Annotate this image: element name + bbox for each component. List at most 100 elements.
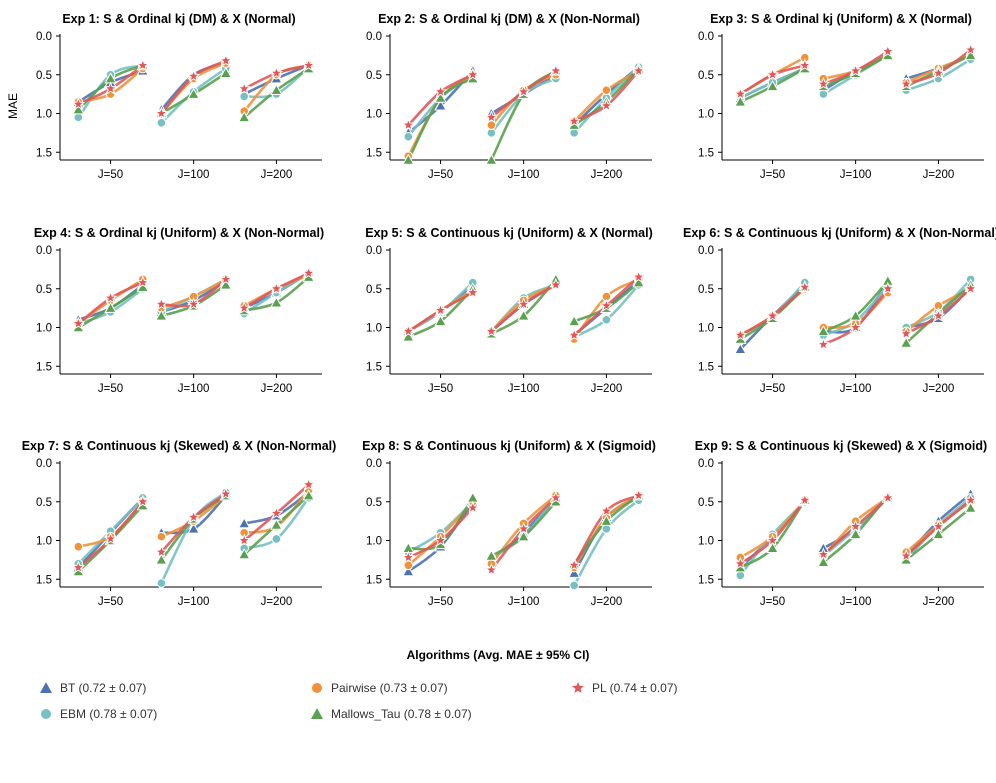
- panels: Exp 1: S & Ordinal kj (DM) & X (Normal) 0…: [22, 12, 996, 608]
- data-point-pl: [466, 500, 480, 514]
- data-point-mallows_tau: [899, 336, 913, 348]
- data-point-mallows_tau: [517, 309, 530, 321]
- data-point-pl: [567, 558, 581, 572]
- data-point-mallows_tau: [517, 530, 530, 542]
- data-point-mallows_tau: [270, 83, 283, 96]
- data-point-mallows_tau: [237, 548, 251, 560]
- data-point-mallows_tau: [302, 489, 315, 501]
- data-point-pl: [733, 87, 748, 100]
- panel-title: Exp 4: S & Ordinal kj (Uniform) & X (Non…: [34, 226, 324, 240]
- y-tick-label: 0.0: [366, 458, 382, 470]
- data-point-mallows_tau: [219, 66, 233, 78]
- data-point-ebm: [156, 118, 167, 128]
- y-tick-label: 1.5: [698, 147, 714, 159]
- y-tick-label: 1.0: [366, 109, 382, 121]
- x-tick-label: J=200: [261, 596, 293, 608]
- y-tick-label: 0.5: [36, 284, 52, 296]
- data-point-pl: [848, 519, 863, 533]
- data-point-pl: [269, 281, 284, 295]
- data-point-mallows_tau: [104, 301, 117, 313]
- data-point-pl: [549, 490, 563, 504]
- data-point-pl: [848, 63, 863, 77]
- data-point-bt: [402, 565, 415, 577]
- panel-title: Exp 8: S & Continuous kj (Uniform) & X (…: [362, 439, 656, 453]
- data-point-pl: [848, 320, 863, 334]
- x-tick-label: J=50: [760, 596, 785, 608]
- x-tick-label: J=100: [508, 383, 540, 395]
- data-point-pl: [931, 308, 946, 322]
- data-point-pl: [186, 69, 201, 83]
- x-tick-label: J=100: [178, 596, 210, 608]
- data-point-pl: [103, 290, 118, 304]
- data-point-pl: [881, 44, 895, 58]
- data-point-pl: [433, 303, 448, 317]
- data-point-ebm: [239, 91, 249, 102]
- y-tick-label: 1.5: [366, 361, 382, 373]
- data-point-pl: [798, 58, 812, 72]
- panel-2: Exp 2: S & Ordinal kj (DM) & X (Non-Norm…: [366, 12, 652, 181]
- data-point-mallows_tau: [766, 79, 779, 92]
- data-point-ebm: [271, 534, 282, 544]
- x-tick-label: J=200: [591, 383, 623, 395]
- data-point-ebm: [156, 578, 167, 588]
- legend-item-bt: BT (0.72 ± 0.07): [38, 680, 146, 695]
- y-tick-label: 1.0: [36, 109, 52, 121]
- y-tick-label: 0.0: [698, 31, 714, 43]
- panel-title: Exp 7: S & Continuous kj (Skewed) & X (N…: [22, 439, 337, 453]
- x-tick-label: J=200: [591, 596, 623, 608]
- data-point-ebm: [601, 314, 612, 325]
- panel-title: Exp 6: S & Continuous kj (Uniform) & X (…: [683, 226, 996, 240]
- data-point-mallows_tau: [849, 527, 862, 540]
- data-point-bt: [434, 99, 447, 111]
- data-point-pl: [154, 544, 169, 558]
- x-tick-label: J=100: [508, 596, 540, 608]
- x-tick-label: J=100: [840, 169, 872, 181]
- data-point-pl: [71, 97, 86, 110]
- data-point-pl: [71, 560, 86, 574]
- data-point-mallows_tau: [485, 549, 498, 561]
- data-point-pl: [136, 275, 150, 289]
- data-point-pl: [881, 490, 895, 504]
- legend-item-ebm: EBM (0.78 ± 0.07): [40, 707, 157, 721]
- data-point-pl: [798, 493, 812, 506]
- data-point-pl: [484, 562, 499, 576]
- y-tick-label: 0.0: [366, 31, 382, 43]
- data-point-ebm: [403, 131, 414, 142]
- data-point-pl: [733, 328, 748, 341]
- data-point-pl: [154, 106, 169, 120]
- data-point-pl: [631, 63, 646, 77]
- data-point-pl: [567, 114, 581, 127]
- data-point-pl: [516, 521, 531, 535]
- data-point-mallows_tau: [434, 314, 447, 327]
- y-tick-label: 0.5: [698, 70, 714, 82]
- data-point-pl: [816, 76, 831, 90]
- x-tick-label: J=50: [428, 383, 453, 395]
- panel-title: Exp 3: S & Ordinal kj (Uniform) & X (Nor…: [710, 12, 972, 26]
- data-point-pl: [516, 84, 531, 98]
- data-point-pl: [599, 503, 614, 517]
- y-tick-label: 0.0: [698, 245, 714, 257]
- panel-5: Exp 5: S & Continuous kj (Uniform) & X (…: [365, 226, 653, 395]
- y-tick-label: 1.0: [366, 536, 382, 548]
- x-tick-label: J=200: [261, 169, 293, 181]
- legend-marker-mallows_tau: [309, 706, 325, 720]
- y-tick-label: 1.5: [36, 147, 52, 159]
- data-point-pl: [567, 328, 581, 341]
- y-tick-label: 0.5: [698, 284, 714, 296]
- data-point-mallows_tau: [72, 103, 85, 115]
- data-point-pl: [433, 84, 448, 98]
- data-point-mallows_tau: [600, 514, 613, 526]
- y-tick-label: 1.0: [36, 536, 52, 548]
- data-point-pl: [931, 66, 946, 79]
- y-tick-label: 1.0: [698, 536, 714, 548]
- x-tick-label: J=50: [428, 596, 453, 608]
- data-point-pl: [237, 300, 251, 314]
- data-point-mallows_tau: [466, 491, 480, 503]
- panel-1: Exp 1: S & Ordinal kj (DM) & X (Normal) 0…: [36, 12, 322, 181]
- y-tick-label: 1.0: [366, 323, 382, 335]
- data-point-pairwise: [73, 541, 84, 552]
- data-point-mallows_tau: [817, 555, 830, 567]
- data-point-pl: [765, 67, 780, 81]
- y-tick-label: 1.0: [698, 109, 714, 121]
